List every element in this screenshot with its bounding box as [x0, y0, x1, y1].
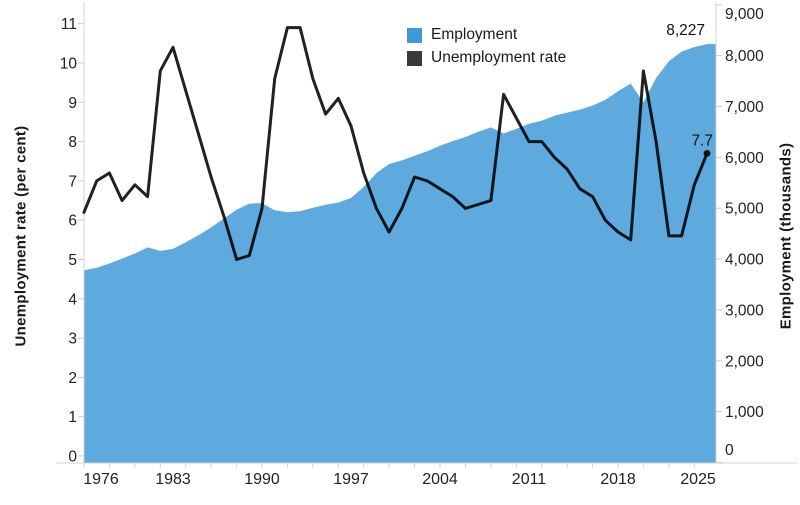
unemployment-end-dot-marker: [703, 149, 711, 157]
left-axis-tick-label: 5: [68, 252, 77, 269]
left-axis-tick-label: 7: [68, 173, 77, 190]
left-axis-tick-label: 3: [68, 331, 77, 348]
legend-item-unemployment-rate: Unemployment rate: [407, 49, 566, 67]
right-axis-tick-label: 7,000: [725, 99, 764, 116]
left-axis-tick-label: 8: [68, 134, 77, 151]
left-axis-tick-label: 4: [68, 291, 77, 308]
legend-label-employment: Employment: [431, 26, 518, 43]
chart-legend: Employment Unemployment rate: [407, 26, 566, 67]
employment-area-series: [84, 44, 716, 463]
left-axis-tick-label: 11: [61, 16, 77, 33]
left-axis-tick-label: 10: [60, 56, 78, 73]
right-axis-tick-label: 6,000: [725, 150, 764, 167]
employment-swatch-icon: [407, 27, 422, 43]
right-axis-tick-label: 0: [725, 442, 734, 459]
left-axis-tick-label: 6: [68, 213, 77, 230]
x-axis-tick-label: 1990: [244, 471, 280, 488]
right-axis-tick-label: 3,000: [725, 302, 764, 319]
legend-item-employment: Employment: [407, 26, 566, 44]
left-axis-tick-label: 9: [68, 95, 77, 112]
legend-label-unemployment-rate: Unemployment rate: [431, 49, 567, 66]
unemployment-rate-swatch-icon: [407, 50, 422, 66]
right-axis-title: Employment (thousands): [777, 142, 795, 330]
right-axis-tick-label: 4,000: [725, 252, 764, 269]
left-axis-title: Unemployment rate (per cent): [12, 125, 30, 347]
x-axis-tick-label: 2018: [600, 471, 636, 488]
right-axis-tick-label: 5,000: [725, 201, 764, 218]
x-axis-tick-label: 1983: [155, 471, 191, 488]
x-axis-tick-label: 2011: [512, 471, 547, 488]
right-axis-tick-label: 9,000: [725, 6, 764, 23]
right-axis-tick-label: 1,000: [725, 404, 764, 421]
left-axis-tick-label: 0: [68, 449, 77, 466]
x-axis-tick-label: 2004: [422, 471, 458, 488]
left-axis-tick-label: 1: [68, 409, 77, 426]
x-axis-tick-label: 2025: [680, 471, 716, 488]
x-axis-tick-label: 1997: [333, 471, 369, 488]
left-axis-tick-label: 2: [68, 370, 77, 387]
right-axis-tick-label: 2,000: [725, 353, 764, 370]
employment-end-value-label: 8,227: [666, 22, 705, 39]
x-axis-tick-label: 1976: [83, 471, 119, 488]
right-axis-tick-label: 8,000: [725, 48, 764, 65]
unemployment-rate-line-series: [82, 26, 709, 261]
unemployment-end-value-label: 7.7: [691, 132, 713, 149]
